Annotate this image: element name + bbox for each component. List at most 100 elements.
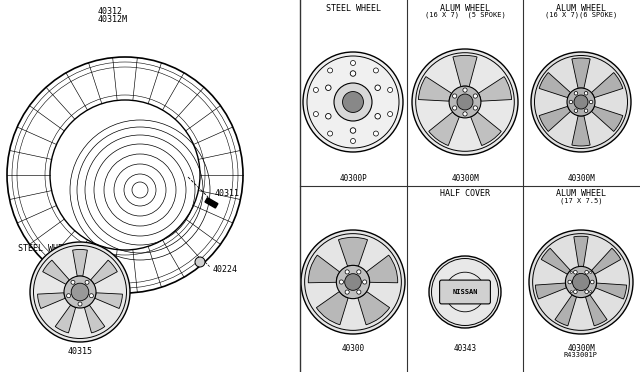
Circle shape	[572, 273, 589, 291]
Circle shape	[584, 92, 588, 95]
Text: 40300M: 40300M	[451, 174, 479, 183]
Circle shape	[363, 280, 367, 284]
Wedge shape	[38, 293, 65, 308]
Wedge shape	[453, 55, 477, 87]
Circle shape	[64, 276, 96, 308]
Text: 40300M: 40300M	[567, 174, 595, 183]
Wedge shape	[72, 250, 88, 276]
Wedge shape	[591, 106, 623, 131]
Circle shape	[589, 291, 592, 293]
Text: 40300: 40300	[341, 344, 365, 353]
Wedge shape	[591, 248, 621, 274]
Circle shape	[429, 256, 501, 328]
Circle shape	[463, 88, 467, 92]
Circle shape	[585, 290, 588, 294]
Circle shape	[574, 95, 588, 109]
Wedge shape	[55, 305, 76, 333]
Circle shape	[345, 274, 362, 290]
Circle shape	[585, 270, 588, 274]
Circle shape	[328, 131, 333, 136]
Circle shape	[373, 68, 378, 73]
Circle shape	[345, 290, 349, 294]
Wedge shape	[478, 77, 511, 101]
Circle shape	[531, 52, 631, 152]
Text: 40300M: 40300M	[567, 344, 595, 353]
Circle shape	[388, 87, 392, 93]
Wedge shape	[429, 112, 460, 145]
Circle shape	[463, 112, 467, 116]
Circle shape	[449, 86, 481, 118]
Circle shape	[30, 242, 130, 342]
Text: 40224: 40224	[213, 264, 238, 273]
Text: 40300P: 40300P	[339, 174, 367, 183]
Text: ALUM WHEEL: ALUM WHEEL	[556, 189, 606, 198]
Circle shape	[412, 49, 518, 155]
Circle shape	[589, 100, 593, 104]
Circle shape	[573, 290, 577, 294]
Bar	[205, 198, 218, 208]
Wedge shape	[555, 295, 577, 326]
Circle shape	[591, 280, 594, 284]
Circle shape	[90, 294, 93, 298]
Wedge shape	[419, 77, 452, 101]
Circle shape	[573, 270, 577, 274]
Wedge shape	[539, 73, 571, 98]
Text: ALUM WHEEL: ALUM WHEEL	[556, 4, 606, 13]
Circle shape	[375, 85, 380, 90]
Circle shape	[589, 271, 592, 273]
Circle shape	[350, 71, 356, 76]
Text: 40315: 40315	[67, 347, 93, 356]
Circle shape	[314, 87, 319, 93]
Circle shape	[67, 294, 70, 298]
Text: (17 X 7.5): (17 X 7.5)	[560, 197, 602, 203]
Circle shape	[569, 100, 573, 104]
Circle shape	[567, 88, 595, 116]
Circle shape	[351, 138, 355, 144]
Wedge shape	[91, 260, 117, 284]
Text: NISSAN: NISSAN	[452, 289, 477, 295]
Text: (16 X 7)  (5 SPOKE): (16 X 7) (5 SPOKE)	[424, 12, 506, 19]
Text: 40312: 40312	[98, 7, 123, 16]
Wedge shape	[358, 292, 390, 325]
Text: STEEL WHEEL CAP: STEEL WHEEL CAP	[18, 244, 93, 253]
Text: 40312M: 40312M	[98, 15, 128, 24]
Circle shape	[574, 92, 578, 95]
Circle shape	[570, 291, 572, 293]
Circle shape	[326, 85, 331, 90]
Circle shape	[570, 271, 572, 273]
Wedge shape	[43, 260, 69, 284]
Circle shape	[457, 94, 473, 110]
Wedge shape	[586, 295, 607, 326]
Text: R433001P: R433001P	[564, 352, 598, 358]
Wedge shape	[572, 116, 590, 146]
Circle shape	[339, 280, 344, 284]
Circle shape	[574, 109, 578, 112]
Circle shape	[301, 230, 405, 334]
Circle shape	[351, 61, 355, 65]
Wedge shape	[339, 237, 367, 266]
Circle shape	[584, 109, 588, 112]
Text: STEEL WHEEL: STEEL WHEEL	[326, 4, 381, 13]
Circle shape	[350, 128, 356, 133]
FancyBboxPatch shape	[440, 280, 490, 304]
Wedge shape	[539, 106, 571, 131]
Circle shape	[71, 283, 89, 301]
Circle shape	[78, 302, 82, 306]
Wedge shape	[595, 283, 627, 299]
Circle shape	[356, 290, 361, 294]
Text: ALUM WHEEL: ALUM WHEEL	[440, 4, 490, 13]
Circle shape	[334, 83, 372, 121]
Circle shape	[345, 270, 349, 274]
Circle shape	[565, 266, 596, 298]
Circle shape	[326, 113, 331, 119]
Circle shape	[375, 113, 380, 119]
Wedge shape	[308, 255, 340, 283]
Circle shape	[337, 265, 370, 299]
Circle shape	[452, 94, 457, 98]
Circle shape	[373, 131, 378, 136]
Wedge shape	[316, 292, 348, 325]
Circle shape	[388, 112, 392, 116]
Text: HALF COVER: HALF COVER	[440, 189, 490, 198]
Circle shape	[303, 52, 403, 152]
Wedge shape	[535, 283, 566, 299]
